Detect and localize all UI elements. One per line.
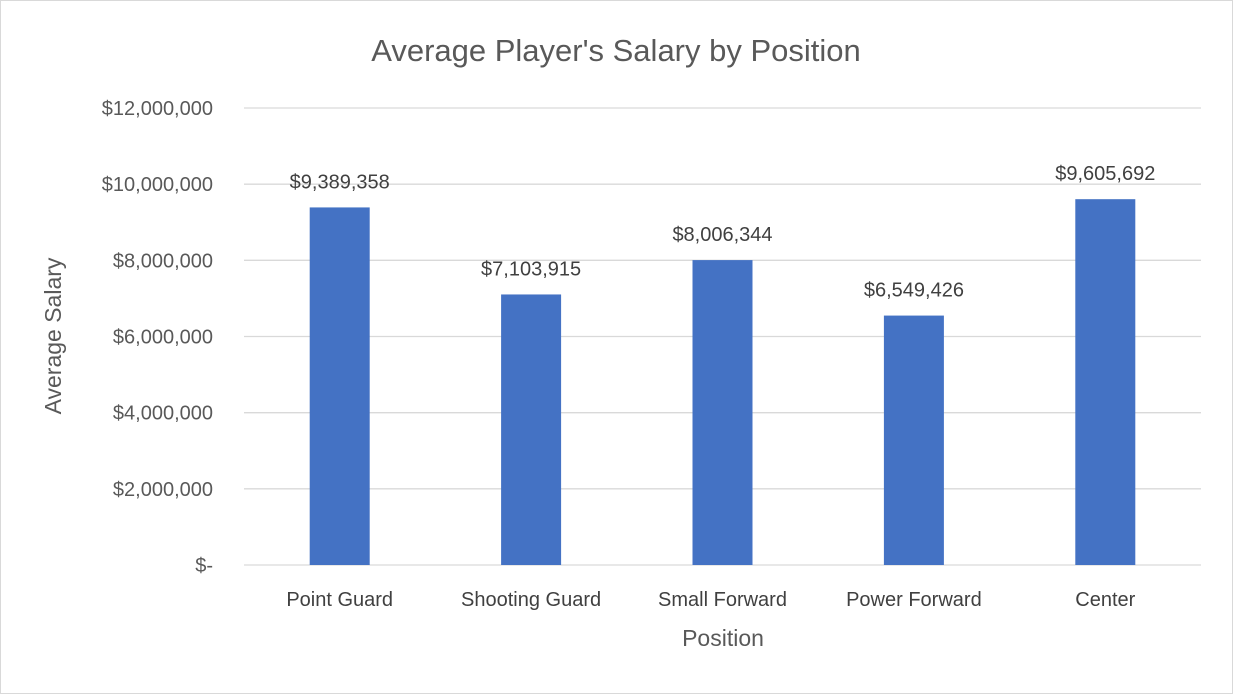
y-tick-label: $- xyxy=(195,555,213,577)
bar xyxy=(1075,199,1136,565)
y-tick-label: $2,000,000 xyxy=(113,479,213,501)
data-label: $9,389,358 xyxy=(290,171,390,193)
x-tick-label: Point Guard xyxy=(286,589,393,611)
data-label: $6,549,426 xyxy=(864,280,964,302)
x-axis-title: Position xyxy=(682,625,764,651)
chart-title: Average Player's Salary by Position xyxy=(371,33,861,68)
x-tick-label: Small Forward xyxy=(658,589,787,611)
bars xyxy=(309,199,1136,566)
bar xyxy=(692,260,753,565)
data-label: $7,103,915 xyxy=(481,258,581,280)
y-axis-ticks: $- $2,000,000 $4,000,000 $6,000,000 $8,000,0… xyxy=(102,98,213,577)
y-tick-label: $12,000,000 xyxy=(102,98,213,120)
data-label: $9,605,692 xyxy=(1055,163,1155,185)
y-tick-label: $8,000,000 xyxy=(113,250,213,272)
y-axis-title: Average Salary xyxy=(40,257,66,414)
x-axis-ticks: Point Guard Shooting Guard Small Forward Po… xyxy=(286,589,1135,611)
x-tick-label: Power Forward xyxy=(846,589,982,611)
x-tick-label: Shooting Guard xyxy=(461,589,601,611)
bar xyxy=(309,207,370,566)
bar xyxy=(501,294,562,565)
y-tick-label: $6,000,000 xyxy=(113,327,213,349)
y-tick-label: $10,000,000 xyxy=(102,174,213,196)
bar xyxy=(883,315,944,565)
data-label: $8,006,344 xyxy=(672,224,772,246)
data-labels: $9,389,358 $7,103,915 $8,006,344 $6,549,426… xyxy=(290,163,1156,301)
y-tick-label: $4,000,000 xyxy=(113,403,213,425)
x-tick-label: Center xyxy=(1075,589,1135,611)
